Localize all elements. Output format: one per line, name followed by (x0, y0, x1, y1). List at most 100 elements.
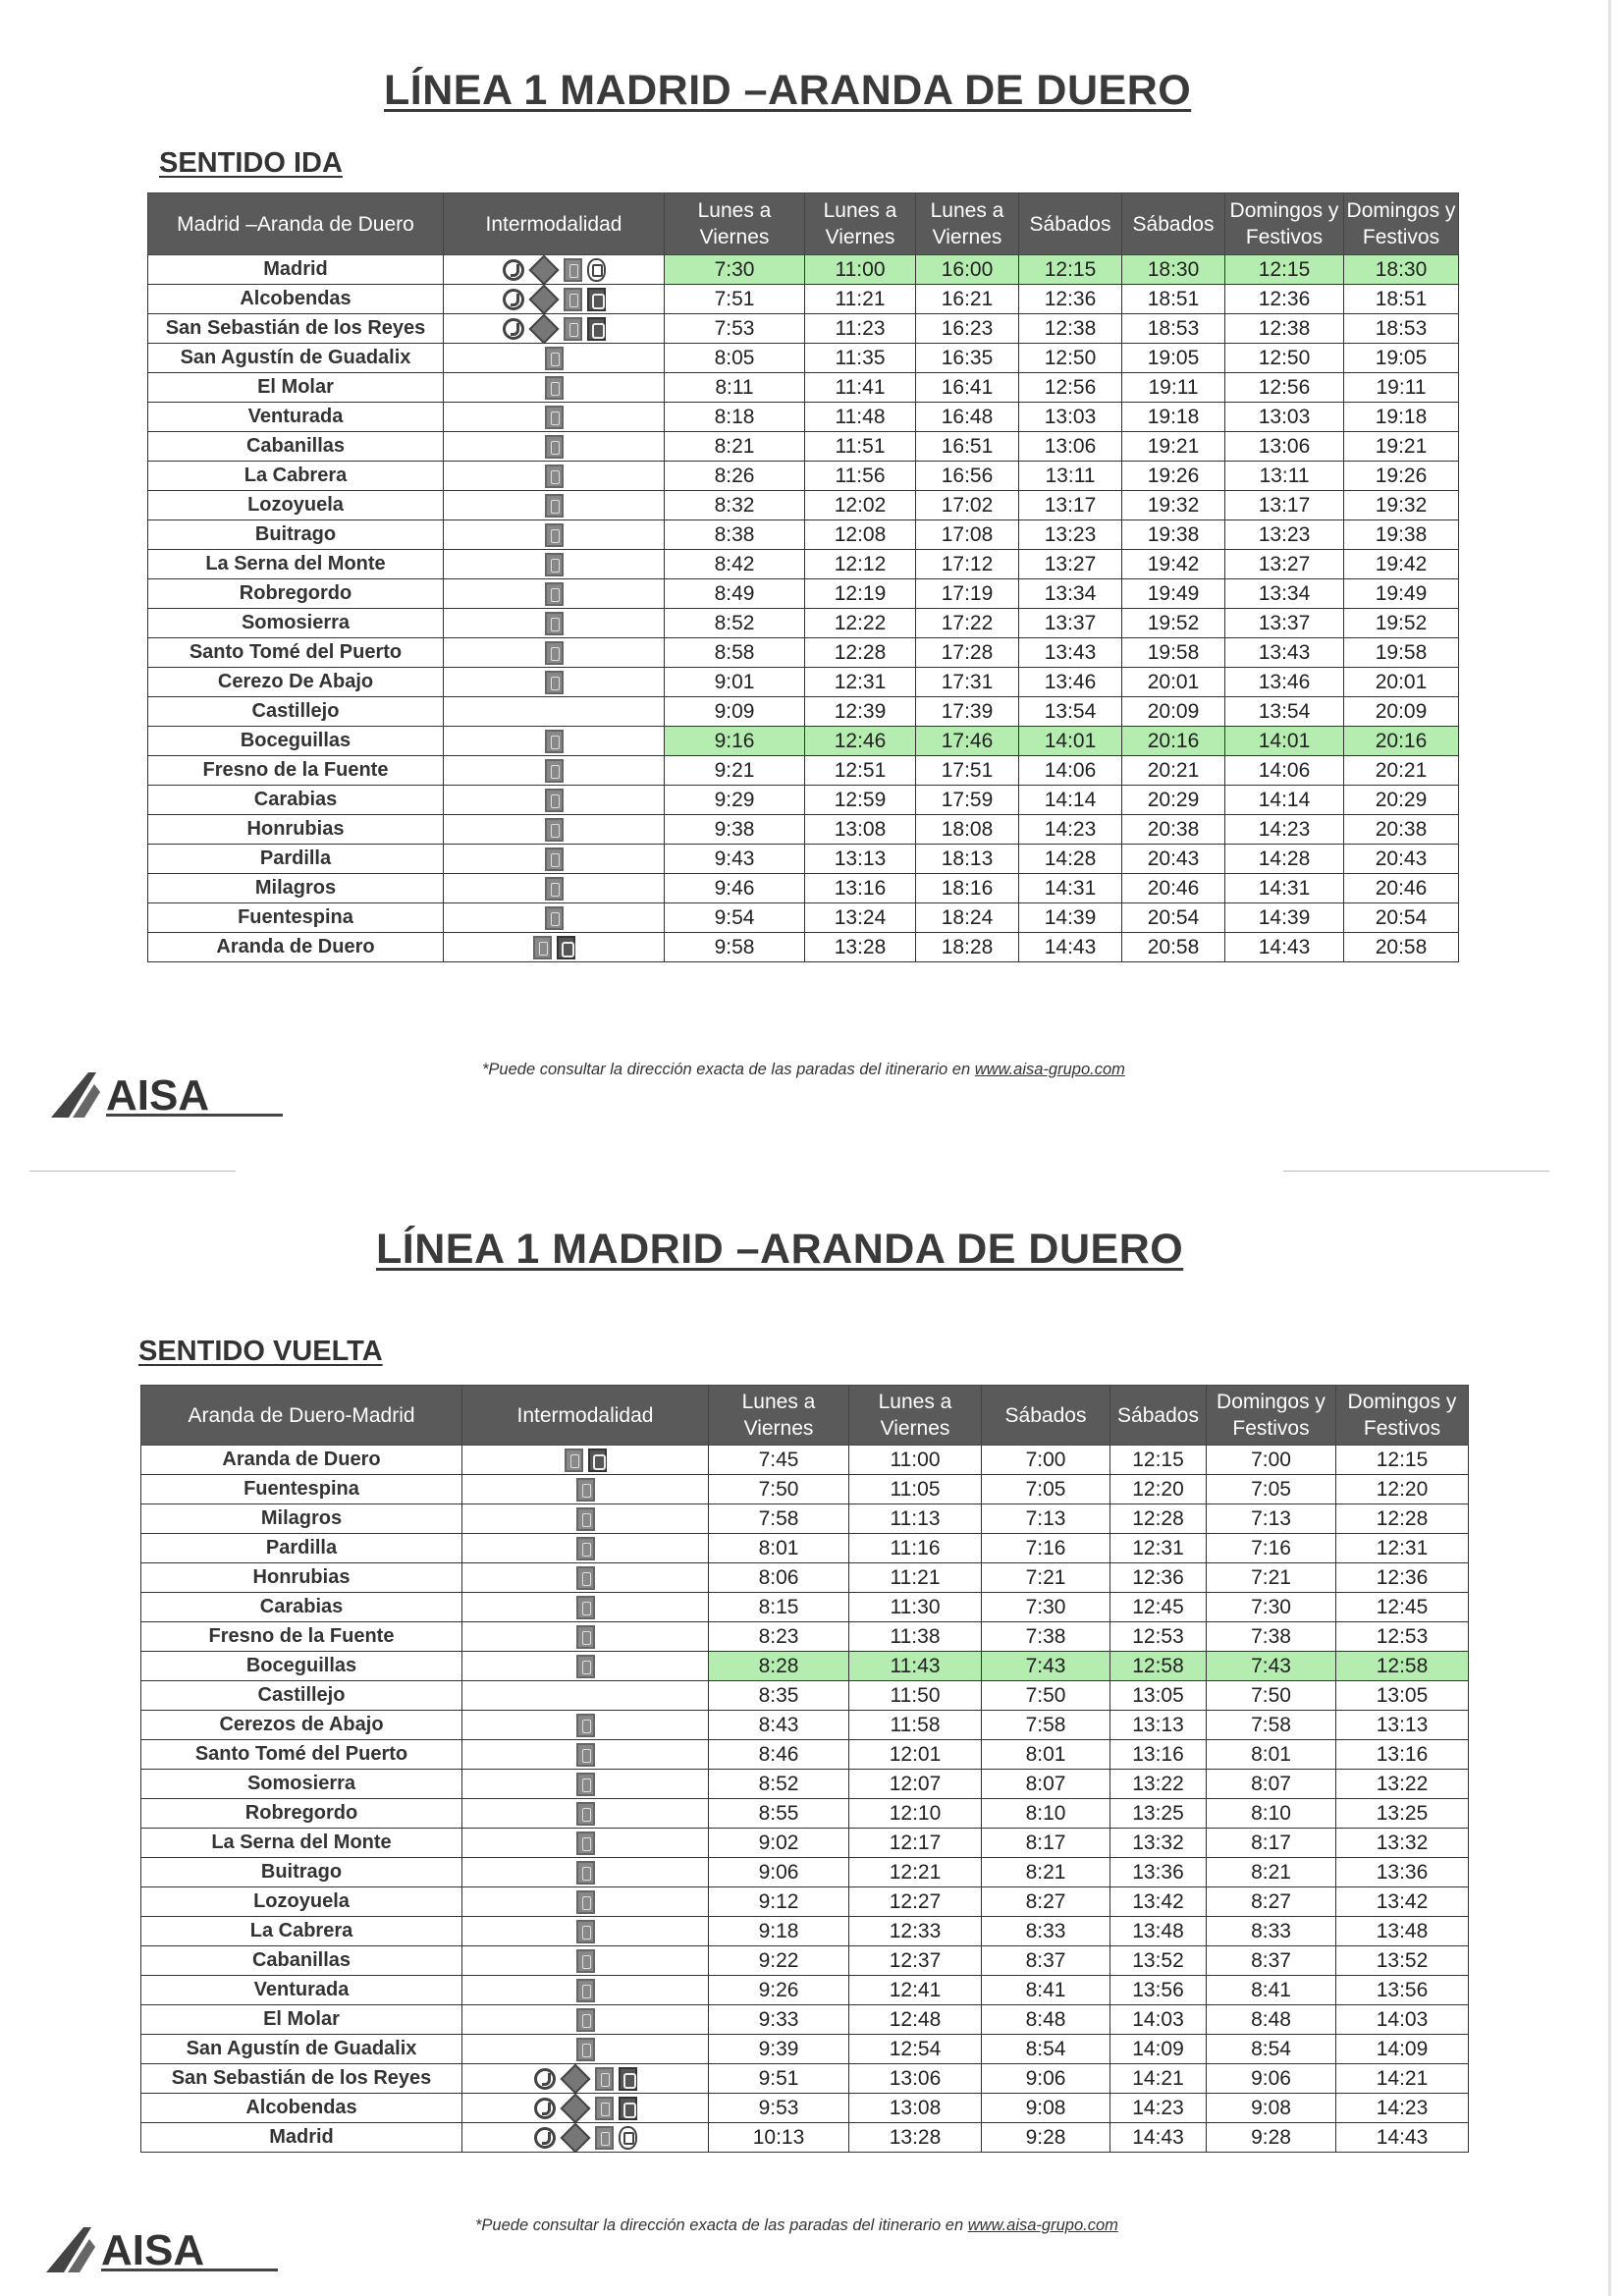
departure-time: 9:12 (708, 1886, 849, 1917)
stop-name: El Molar (140, 2004, 462, 2035)
departure-time: 13:05 (1335, 1680, 1469, 1711)
departure-time: 8:21 (664, 431, 805, 462)
departure-time: 14:09 (1109, 2034, 1207, 2064)
section-heading-ida: SENTIDO IDA (159, 147, 343, 179)
departure-time: 18:53 (1343, 313, 1459, 344)
table-row: San Sebastián de los Reyes 9:51 13:06 9:06 1… (140, 2063, 1469, 2094)
metro-icon (559, 2094, 591, 2122)
interurban-bus-icon (594, 2126, 614, 2151)
interurban-bus-icon (544, 671, 564, 695)
metro-icon (559, 2064, 591, 2093)
departure-time: 16:00 (915, 254, 1019, 285)
departure-time: 17:22 (915, 608, 1019, 638)
departure-time: 17:31 (915, 667, 1019, 697)
departure-time: 19:11 (1343, 372, 1459, 403)
departure-time: 8:37 (981, 1945, 1110, 1976)
timetable-vuelta: Aranda de Duero-Madrid Intermodalidad Lune… (140, 1385, 1469, 2153)
departure-time: 20:43 (1121, 844, 1225, 874)
departure-time: 13:48 (1335, 1916, 1469, 1946)
interurban-bus-icon (575, 1566, 595, 1591)
departure-time: 12:45 (1109, 1592, 1207, 1622)
interurban-bus-icon (544, 818, 564, 843)
intermodal-cell (443, 284, 665, 314)
departure-time: 13:28 (804, 932, 916, 962)
departure-time: 8:49 (664, 578, 805, 609)
intermodal-cell (461, 1916, 709, 1946)
stop-name: La Serna del Monte (147, 549, 444, 579)
departure-time: 13:05 (1109, 1680, 1207, 1711)
departure-time: 14:01 (1224, 726, 1344, 756)
departure-time: 19:11 (1121, 372, 1225, 403)
departure-time: 20:38 (1121, 814, 1225, 845)
departure-time: 13:43 (1224, 637, 1344, 668)
departure-time: 13:43 (1018, 637, 1122, 668)
departure-time: 11:48 (804, 402, 916, 432)
departure-time: 7:21 (1206, 1562, 1336, 1593)
website-link[interactable]: www.aisa-grupo.com (967, 2216, 1118, 2234)
stop-name: Aranda de Duero (140, 1445, 462, 1475)
departure-time: 11:56 (804, 461, 916, 491)
metro-icon (527, 255, 560, 284)
column-header: Madrid –Aranda de Duero (147, 192, 444, 255)
departure-time: 14:28 (1224, 844, 1344, 874)
departure-time: 8:46 (708, 1739, 849, 1770)
table-row: Somosierra 8:52 12:07 8:07 13:22 8:07 13:22 (140, 1769, 1469, 1799)
departure-time: 12:36 (1335, 1562, 1469, 1593)
departure-time: 13:24 (804, 902, 916, 933)
departure-time: 20:16 (1121, 726, 1225, 756)
departure-time: 17:12 (915, 549, 1019, 579)
departure-time: 13:11 (1018, 461, 1122, 491)
table-row: Madrid 10:13 13:28 9:28 14:43 9:28 14:43 (140, 2122, 1469, 2153)
departure-time: 7:16 (981, 1533, 1110, 1563)
departure-time: 11:16 (848, 1533, 982, 1563)
column-header: Lunes a Viernes (915, 192, 1019, 255)
interurban-bus-icon (575, 1773, 595, 1797)
departure-time: 19:49 (1121, 578, 1225, 609)
intermodal-cell (461, 1651, 709, 1681)
departure-time: 14:06 (1018, 755, 1122, 786)
table-row: Somosierra 8:52 12:22 17:22 13:37 19:52 13:37 1… (147, 608, 1459, 638)
intermodal-cell (443, 696, 665, 727)
table-row: Cerezos de Abajo 8:43 11:58 7:58 13:13 7:58 13… (140, 1710, 1469, 1740)
stop-name: Cabanillas (140, 1945, 462, 1976)
departure-time: 12:19 (804, 578, 916, 609)
table-row: El Molar 9:33 12:48 8:48 14:03 8:48 14:03 (140, 2004, 1469, 2035)
departure-time: 8:15 (708, 1592, 849, 1622)
section-heading-vuelta: SENTIDO VUELTA (138, 1336, 383, 1367)
departure-time: 17:02 (915, 490, 1019, 520)
departure-time: 8:17 (1206, 1828, 1336, 1858)
departure-time: 14:43 (1224, 932, 1344, 962)
stop-name: Buitrago (140, 1857, 462, 1887)
interurban-bus-icon (532, 936, 552, 960)
departure-time: 8:05 (664, 343, 805, 373)
departure-time: 13:36 (1335, 1857, 1469, 1887)
departure-time: 8:33 (981, 1916, 1110, 1946)
stop-name: Cerezo De Abajo (147, 667, 444, 697)
table-row: Santo Tomé del Puerto 8:46 12:01 8:01 13:16 8… (140, 1739, 1469, 1770)
table-row: Boceguillas 9:16 12:46 17:46 14:01 20:16 14:01… (147, 726, 1459, 756)
departure-time: 14:43 (1109, 2122, 1207, 2153)
departure-time: 12:31 (804, 667, 916, 697)
departure-time: 19:05 (1121, 343, 1225, 373)
interurban-bus-icon (563, 288, 582, 312)
intermodal-cell (443, 932, 665, 962)
departure-time: 13:34 (1224, 578, 1344, 609)
departure-time: 11:21 (848, 1562, 982, 1593)
departure-time: 20:09 (1343, 696, 1459, 727)
footnote-vuelta: *Puede consultar la dirección exacta de … (475, 2216, 1118, 2235)
stop-name: Carabias (147, 785, 444, 815)
stop-name: San Agustín de Guadalix (147, 343, 444, 373)
departure-time: 18:30 (1121, 254, 1225, 285)
departure-time: 13:34 (1018, 578, 1122, 609)
departure-time: 12:20 (1109, 1474, 1207, 1504)
departure-time: 13:56 (1335, 1975, 1469, 2005)
table-row: Castillejo 9:09 12:39 17:39 13:54 20:09 13:54 2… (147, 696, 1459, 727)
stop-name: Robregordo (140, 1798, 462, 1829)
departure-time: 13:23 (1224, 519, 1344, 550)
departure-time: 11:30 (848, 1592, 982, 1622)
website-link[interactable]: www.aisa-grupo.com (974, 1061, 1125, 1078)
departure-time: 12:38 (1224, 313, 1344, 344)
column-header: Sábados (1109, 1385, 1207, 1446)
interurban-bus-icon (544, 494, 564, 519)
aisa-logo: AISA (46, 2226, 278, 2274)
